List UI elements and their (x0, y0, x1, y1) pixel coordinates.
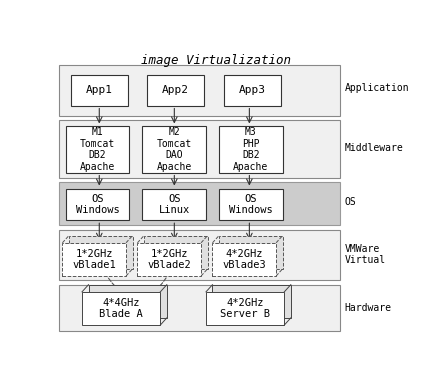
Bar (62, 243, 126, 276)
Text: M3
PHP
DB2
Apache: M3 PHP DB2 Apache (233, 127, 269, 172)
Text: Middleware: Middleware (345, 142, 403, 153)
Text: OS: OS (345, 197, 357, 207)
Bar (59, 120, 340, 178)
Bar (88, 285, 167, 318)
Text: App3: App3 (239, 86, 266, 96)
Text: Application: Application (345, 83, 409, 93)
Bar (219, 189, 282, 220)
Text: OS
Windows: OS Windows (229, 194, 273, 215)
Bar (142, 189, 206, 220)
Bar (206, 292, 284, 325)
Bar (59, 285, 340, 331)
Bar (82, 292, 160, 325)
Bar (147, 75, 204, 106)
Bar (59, 230, 340, 280)
Text: VMWare
Virtual: VMWare Virtual (345, 243, 386, 265)
Bar (66, 126, 129, 172)
Text: App2: App2 (162, 86, 189, 96)
Text: 1*2GHz
vBlade1: 1*2GHz vBlade1 (72, 249, 116, 270)
Bar (137, 243, 201, 276)
Bar (142, 126, 206, 172)
Bar (219, 126, 282, 172)
Text: 4*2GHz
Server B: 4*2GHz Server B (220, 298, 270, 319)
Bar (213, 285, 291, 318)
Text: OS
Windows: OS Windows (76, 194, 120, 215)
Bar (219, 236, 282, 269)
Bar (144, 236, 208, 269)
Text: image Virtualization: image Virtualization (141, 54, 291, 67)
Bar (59, 182, 340, 225)
Bar (71, 75, 128, 106)
Text: M1
Tomcat
DB2
Apache: M1 Tomcat DB2 Apache (80, 127, 115, 172)
Text: 4*4GHz
Blade A: 4*4GHz Blade A (99, 298, 143, 319)
Text: Hardware: Hardware (345, 303, 392, 313)
Bar (59, 65, 340, 116)
Bar (66, 189, 129, 220)
Text: App1: App1 (85, 86, 113, 96)
Text: 4*2GHz
vBlade3: 4*2GHz vBlade3 (222, 249, 266, 270)
Text: 1*2GHz
vBlade2: 1*2GHz vBlade2 (147, 249, 191, 270)
Text: M2
Tomcat
DAO
Apache: M2 Tomcat DAO Apache (157, 127, 192, 172)
Bar (224, 75, 281, 106)
Bar (69, 236, 133, 269)
Bar (213, 243, 276, 276)
Text: OS
Linux: OS Linux (159, 194, 190, 215)
